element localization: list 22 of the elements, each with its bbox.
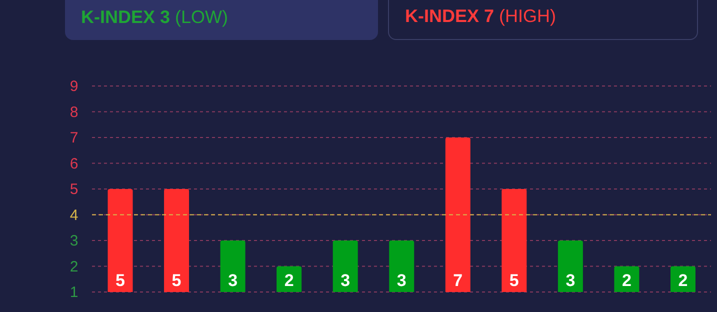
data-label: 7 <box>453 271 463 290</box>
data-label: 3 <box>228 271 238 290</box>
text: K-INDEX 3 (LOW) <box>81 7 228 28</box>
data-label: 5 <box>172 271 182 290</box>
y-tick-label: 4 <box>70 206 78 224</box>
y-tick-label: 9 <box>70 78 78 95</box>
y-tick-label: 7 <box>70 130 78 146</box>
data-label: 3 <box>340 271 350 290</box>
data-label: 3 <box>396 271 406 290</box>
data-label: 2 <box>284 271 294 290</box>
y-tick-label: 2 <box>70 258 78 276</box>
data-label: 2 <box>622 271 632 290</box>
y-tick-label: 6 <box>70 155 78 172</box>
y-tick-label: 3 <box>70 232 78 250</box>
y-tick-label: 1 <box>70 284 78 301</box>
data-label: 5 <box>116 271 125 290</box>
y-tick-label: 5 <box>70 181 78 198</box>
data-label: 2 <box>678 271 688 290</box>
y-tick-label: 8 <box>70 104 78 121</box>
data-label: 5 <box>509 271 519 290</box>
text: K-INDEX 7 (HIGH) <box>405 6 556 27</box>
data-label: 3 <box>566 271 576 290</box>
